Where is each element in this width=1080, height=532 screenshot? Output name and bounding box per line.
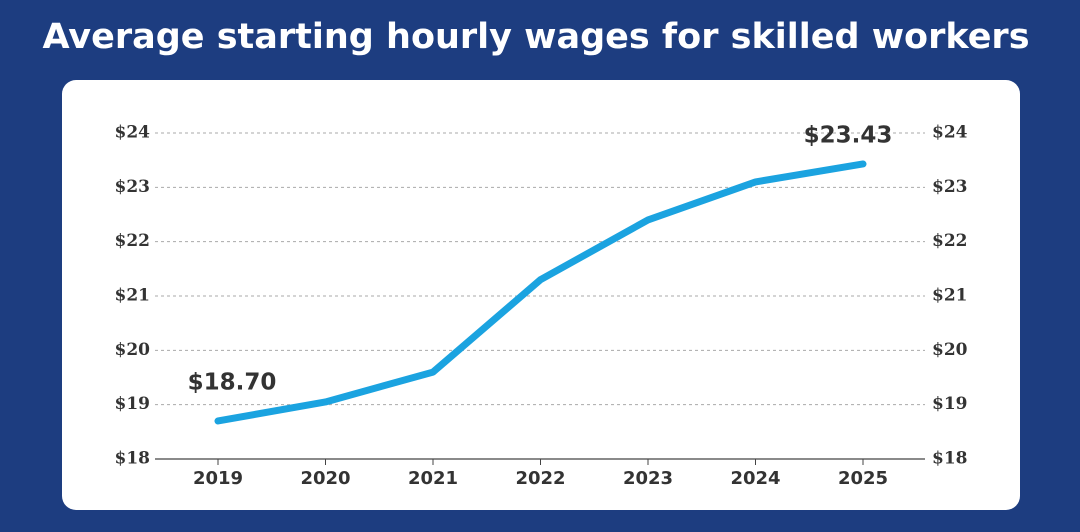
y-tick-label: $24 [115,123,151,143]
y-tick-label: $22 [115,231,151,251]
x-tick-label: 2020 [300,468,350,489]
y2-tick-label: $24 [932,123,968,143]
data-line [214,160,867,425]
y2-tick-label: $22 [932,231,968,251]
x-tick-label: 2022 [515,468,565,489]
x-tick-label: 2023 [623,468,673,489]
y2-tick-label: $23 [932,177,968,197]
x-tick-label: 2021 [408,468,458,489]
value-label: $23.43 [804,122,893,148]
y2-tick-label: $18 [932,449,968,469]
x-tick-label: 2025 [838,468,888,489]
x-tick-label: 2019 [193,468,243,489]
y2-tick-label: $19 [932,394,968,414]
y-tick-label: $21 [115,286,151,306]
y2-tick-label: $21 [932,286,968,306]
value-label: $18.70 [188,369,277,395]
y-tick-label: $19 [115,394,151,414]
y-tick-label: $23 [115,177,151,197]
chart-title: Average starting hourly wages for skille… [42,17,1029,57]
y-tick-label: $20 [115,340,151,360]
x-tick-label: 2024 [730,468,780,489]
y-tick-label: $18 [115,449,151,469]
y2-tick-label: $20 [932,340,968,360]
